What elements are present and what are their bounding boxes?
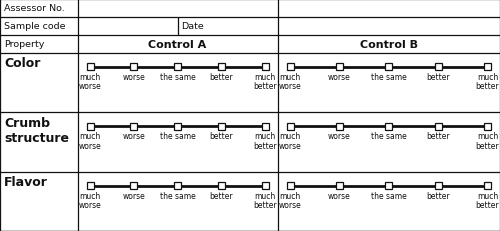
Text: better: better	[426, 191, 450, 200]
Text: much
better: much better	[476, 191, 500, 210]
Text: worse: worse	[122, 73, 145, 82]
Bar	[130, 64, 137, 71]
Text: better: better	[426, 73, 450, 82]
Text: much
worse: much worse	[278, 191, 301, 210]
Bar	[286, 182, 294, 189]
Bar	[484, 123, 491, 130]
Text: much
better: much better	[476, 73, 500, 91]
Text: worse: worse	[328, 132, 351, 141]
Bar	[336, 64, 343, 71]
Bar	[262, 123, 268, 130]
Bar	[286, 64, 294, 71]
Text: Assessor No.: Assessor No.	[4, 4, 65, 13]
Text: Control B: Control B	[360, 40, 418, 49]
Text: much
better: much better	[253, 132, 277, 150]
Text: the same: the same	[160, 132, 196, 141]
Bar	[386, 64, 392, 71]
Text: Sample code: Sample code	[4, 22, 66, 31]
Bar	[86, 64, 94, 71]
Text: the same: the same	[371, 191, 406, 200]
Text: better: better	[210, 132, 233, 141]
Text: Property: Property	[4, 40, 44, 49]
Bar	[484, 64, 491, 71]
Text: much
worse: much worse	[78, 132, 102, 150]
Bar	[86, 182, 94, 189]
Text: Flavor: Flavor	[4, 176, 48, 188]
Text: worse: worse	[122, 132, 145, 141]
Text: better: better	[426, 132, 450, 141]
Text: the same: the same	[371, 73, 406, 82]
Bar	[218, 123, 225, 130]
Text: Control A: Control A	[148, 40, 206, 49]
Text: much
worse: much worse	[278, 132, 301, 150]
Text: better: better	[210, 191, 233, 200]
Text: the same: the same	[160, 73, 196, 82]
Text: much
better: much better	[253, 191, 277, 210]
Text: much
worse: much worse	[78, 73, 102, 91]
Bar	[130, 182, 137, 189]
Text: the same: the same	[160, 191, 196, 200]
Text: better: better	[210, 73, 233, 82]
Bar	[336, 182, 343, 189]
Bar	[286, 123, 294, 130]
Text: Date: Date	[182, 22, 204, 31]
Text: much
worse: much worse	[78, 191, 102, 210]
Bar	[262, 182, 268, 189]
Bar	[262, 64, 268, 71]
Bar	[218, 64, 225, 71]
Bar	[434, 64, 442, 71]
Bar	[130, 123, 137, 130]
Bar	[174, 182, 181, 189]
Bar	[174, 64, 181, 71]
Text: worse: worse	[328, 73, 351, 82]
Text: Color: Color	[4, 57, 41, 70]
Bar	[174, 123, 181, 130]
Text: worse: worse	[122, 191, 145, 200]
Bar	[86, 123, 94, 130]
Bar	[336, 123, 343, 130]
Bar	[484, 182, 491, 189]
Text: much
better: much better	[476, 132, 500, 150]
Text: the same: the same	[371, 132, 406, 141]
Bar	[434, 123, 442, 130]
Bar	[434, 182, 442, 189]
Bar	[218, 182, 225, 189]
Text: much
better: much better	[253, 73, 277, 91]
Text: much
worse: much worse	[278, 73, 301, 91]
Bar	[386, 123, 392, 130]
Text: Crumb
structure: Crumb structure	[4, 116, 69, 144]
Bar	[386, 182, 392, 189]
Text: worse: worse	[328, 191, 351, 200]
